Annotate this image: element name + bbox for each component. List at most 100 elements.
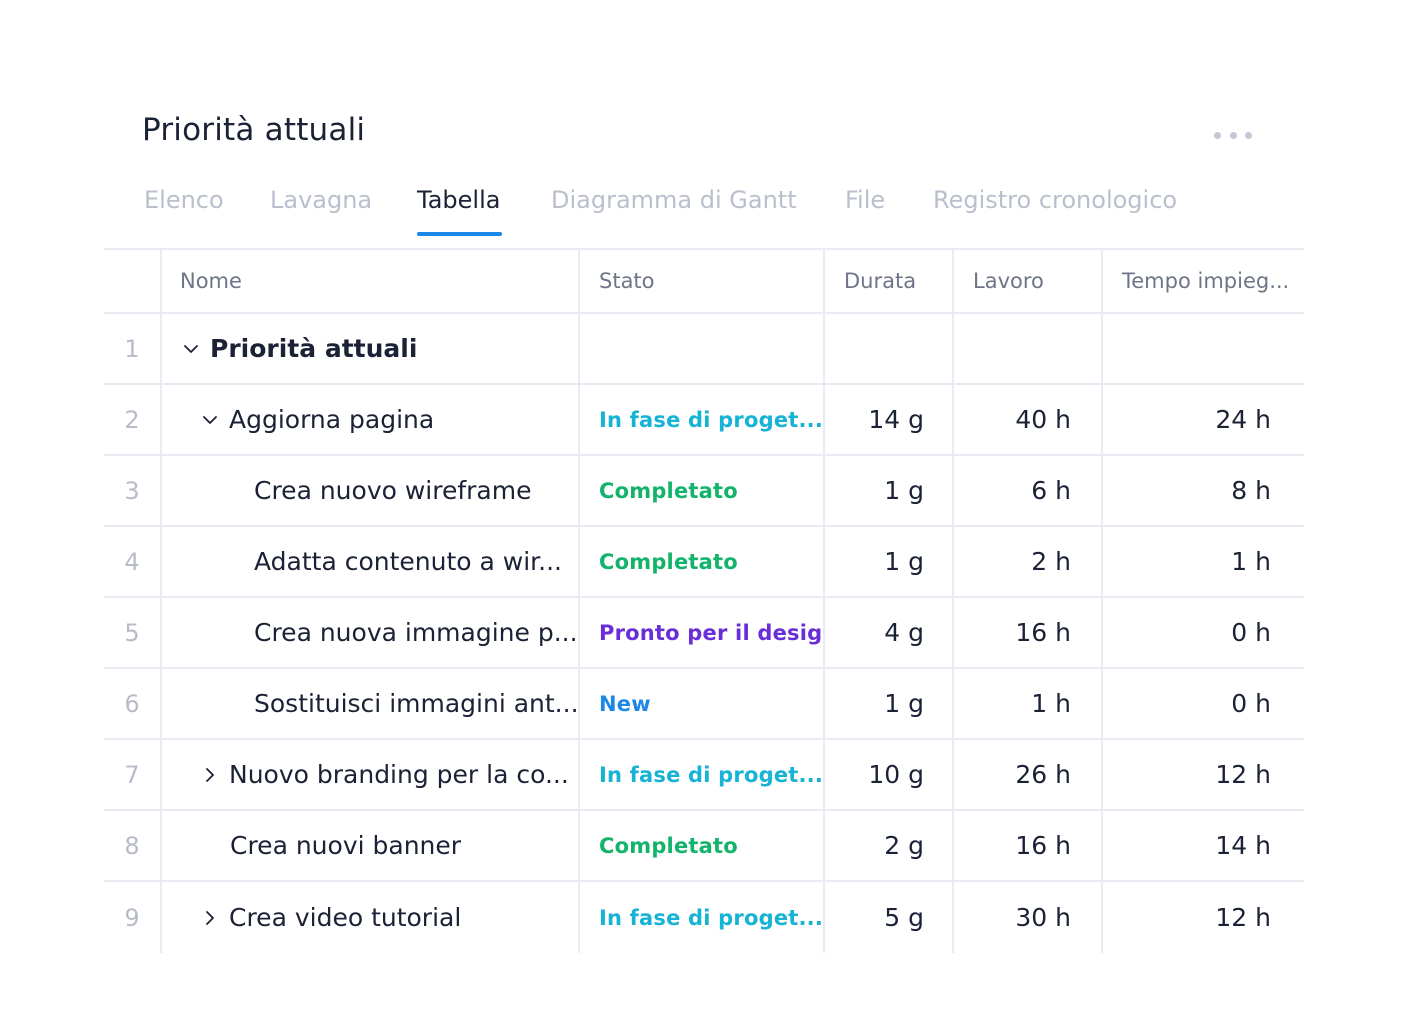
row-number: 5 <box>124 618 140 647</box>
name-cell[interactable]: Nuovo branding per la co... <box>160 740 578 809</box>
tempo-cell[interactable]: 0 h <box>1101 669 1304 738</box>
dot <box>1245 131 1252 139</box>
table-row[interactable]: 5 Crea nuova immagine p... Pronto per il d… <box>104 596 1304 667</box>
row-number: 3 <box>124 476 140 505</box>
durata-cell[interactable]: 14 g <box>823 385 952 454</box>
lavoro-cell[interactable] <box>952 314 1101 383</box>
tempo-cell[interactable]: 24 h <box>1101 385 1304 454</box>
header-tempo-impiegato[interactable]: Tempo impieg... <box>1101 250 1304 312</box>
tab-diagramma-gantt[interactable]: Diagramma di Gantt <box>551 186 797 214</box>
lavoro-cell[interactable]: 6 h <box>952 456 1101 525</box>
name-cell[interactable]: Adatta contenuto a wir... <box>160 527 578 596</box>
task-name: Priorità attuali <box>210 334 418 363</box>
task-name: Nuovo branding per la co... <box>229 760 569 789</box>
status-badge: In fase di proget... <box>599 762 823 787</box>
page-title: Priorità attuali <box>142 112 366 148</box>
task-name: Crea nuova immagine p... <box>254 618 578 647</box>
name-cell[interactable]: Crea nuovi banner <box>160 811 578 880</box>
name-cell[interactable]: Crea nuova immagine p... <box>160 598 578 667</box>
tempo-cell[interactable]: 12 h <box>1101 740 1304 809</box>
durata-cell[interactable]: 1 g <box>823 669 952 738</box>
lavoro-cell[interactable]: 30 h <box>952 882 1101 953</box>
status-badge: In fase di proget... <box>599 905 823 930</box>
task-name: Crea video tutorial <box>229 903 462 932</box>
durata-cell[interactable] <box>823 314 952 383</box>
durata-cell[interactable]: 2 g <box>823 811 952 880</box>
status-cell[interactable] <box>578 314 823 383</box>
row-number: 9 <box>124 903 140 932</box>
durata-cell[interactable]: 1 g <box>823 456 952 525</box>
tempo-cell[interactable]: 1 h <box>1101 527 1304 596</box>
tab-elenco[interactable]: Elenco <box>144 186 224 214</box>
chevron-right-icon[interactable] <box>199 764 221 786</box>
chevron-right-icon[interactable] <box>199 907 221 929</box>
lavoro-cell[interactable]: 2 h <box>952 527 1101 596</box>
table-header: Nome Stato Durata Lavoro Tempo impieg... <box>104 248 1304 312</box>
durata-cell[interactable]: 5 g <box>823 882 952 953</box>
name-cell[interactable]: Aggiorna pagina <box>160 385 578 454</box>
task-name: Adatta contenuto a wir... <box>254 547 563 576</box>
tab-registro-cronologico[interactable]: Registro cronologico <box>933 186 1178 214</box>
status-cell[interactable]: In fase di proget... <box>578 740 823 809</box>
table-row[interactable]: 9 Crea video tutorial In fase di proget...… <box>104 880 1304 953</box>
status-cell[interactable]: New <box>578 669 823 738</box>
row-number: 2 <box>124 405 140 434</box>
status-badge: Completato <box>599 549 738 574</box>
lavoro-cell[interactable]: 1 h <box>952 669 1101 738</box>
status-badge: Completato <box>599 833 738 858</box>
dot <box>1229 131 1237 139</box>
tempo-cell[interactable] <box>1101 314 1304 383</box>
status-cell[interactable]: Pronto per il design <box>578 598 823 667</box>
status-cell[interactable]: In fase di proget... <box>578 385 823 454</box>
durata-cell[interactable]: 1 g <box>823 527 952 596</box>
task-name: Aggiorna pagina <box>229 405 435 434</box>
status-badge: Pronto per il design <box>599 620 823 645</box>
header-stato[interactable]: Stato <box>578 250 823 312</box>
name-cell[interactable]: Sostituisci immagini ant... <box>160 669 578 738</box>
lavoro-cell[interactable]: 16 h <box>952 811 1101 880</box>
table-row[interactable]: 8 Crea nuovi banner Completato 2 g 16 h 14 h <box>104 809 1304 880</box>
task-table: Nome Stato Durata Lavoro Tempo impieg...… <box>104 248 1304 953</box>
header-durata[interactable]: Durata <box>823 250 952 312</box>
tempo-cell[interactable]: 0 h <box>1101 598 1304 667</box>
header-lavoro[interactable]: Lavoro <box>952 250 1101 312</box>
header-row-number <box>104 250 160 312</box>
row-number: 8 <box>124 831 140 860</box>
name-cell[interactable]: Crea nuovo wireframe <box>160 456 578 525</box>
name-cell[interactable]: Crea video tutorial <box>160 882 578 953</box>
task-name: Crea nuovi banner <box>230 831 462 860</box>
status-badge: In fase di proget... <box>599 407 823 432</box>
name-cell[interactable]: Priorità attuali <box>160 314 578 383</box>
status-cell[interactable]: Completato <box>578 527 823 596</box>
durata-cell[interactable]: 4 g <box>823 598 952 667</box>
status-cell[interactable]: Completato <box>578 456 823 525</box>
dot <box>1214 131 1221 139</box>
row-number: 6 <box>124 689 140 718</box>
tab-file[interactable]: File <box>845 186 886 214</box>
status-badge: Completato <box>599 478 738 503</box>
tempo-cell[interactable]: 8 h <box>1101 456 1304 525</box>
tempo-cell[interactable]: 14 h <box>1101 811 1304 880</box>
tab-lavagna[interactable]: Lavagna <box>270 186 373 214</box>
row-number: 7 <box>124 760 140 789</box>
status-cell[interactable]: In fase di proget... <box>578 882 823 953</box>
header-nome[interactable]: Nome <box>160 250 578 312</box>
tempo-cell[interactable]: 12 h <box>1101 882 1304 953</box>
task-name: Sostituisci immagini ant... <box>254 689 578 718</box>
chevron-down-icon[interactable] <box>199 409 221 431</box>
more-options-icon[interactable] <box>1214 122 1252 148</box>
lavoro-cell[interactable]: 26 h <box>952 740 1101 809</box>
table-row[interactable]: 2 Aggiorna pagina In fase di proget... 14 g… <box>104 383 1304 454</box>
durata-cell[interactable]: 10 g <box>823 740 952 809</box>
lavoro-cell[interactable]: 40 h <box>952 385 1101 454</box>
status-cell[interactable]: Completato <box>578 811 823 880</box>
table-row[interactable]: 1 Priorità attuali <box>104 312 1304 383</box>
tab-tabella[interactable]: Tabella <box>417 186 503 236</box>
lavoro-cell[interactable]: 16 h <box>952 598 1101 667</box>
table-row[interactable]: 7 Nuovo branding per la co... In fase di p… <box>104 738 1304 809</box>
row-number: 1 <box>124 334 140 363</box>
chevron-down-icon[interactable] <box>180 338 202 360</box>
